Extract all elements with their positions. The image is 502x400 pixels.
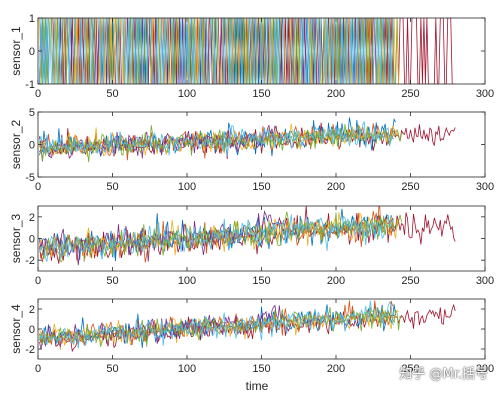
watermark: 知乎 @Mr.括号 bbox=[399, 367, 488, 382]
x-tick-label: 250 bbox=[401, 275, 419, 287]
x-tick-label: 300 bbox=[476, 275, 494, 287]
x-tick-label: 250 bbox=[401, 88, 419, 100]
x-tick-label: 100 bbox=[178, 363, 196, 375]
y-tick-label: -5 bbox=[25, 172, 35, 184]
y-axis-label: sensor_1 bbox=[9, 26, 23, 76]
y-tick-label: 2 bbox=[29, 304, 35, 316]
x-tick-label: 50 bbox=[106, 363, 118, 375]
series-line-6 bbox=[39, 121, 395, 157]
x-tick-label: 150 bbox=[252, 275, 270, 287]
y-tick-label: -1 bbox=[25, 79, 35, 91]
series-line-4 bbox=[39, 124, 285, 160]
series-line-6 bbox=[39, 214, 395, 262]
x-tick-label: 50 bbox=[106, 88, 118, 100]
x-tick-label: 300 bbox=[476, 88, 494, 100]
y-tick-label: 5 bbox=[29, 107, 35, 119]
series-line-3 bbox=[39, 18, 399, 84]
x-tick-label: 100 bbox=[178, 275, 196, 287]
y-axis-label: sensor_3 bbox=[9, 213, 23, 263]
y-axis-label: sensor_4 bbox=[9, 304, 23, 354]
y-tick-label: 1 bbox=[29, 13, 35, 25]
x-tick-label: 250 bbox=[401, 363, 419, 375]
x-tick-label: 300 bbox=[476, 363, 494, 375]
x-tick-label: 200 bbox=[327, 88, 345, 100]
x-tick-label: 150 bbox=[252, 181, 270, 193]
y-axis-label: sensor_2 bbox=[9, 119, 23, 169]
x-tick-label: 100 bbox=[178, 181, 196, 193]
y-tick-label: -2 bbox=[25, 344, 35, 356]
x-tick-label: 0 bbox=[35, 275, 41, 287]
x-tick-label: 0 bbox=[35, 88, 41, 100]
x-tick-label: 150 bbox=[252, 88, 270, 100]
x-tick-label: 200 bbox=[327, 275, 345, 287]
x-tick-label: 300 bbox=[476, 181, 494, 193]
y-tick-label: 0 bbox=[29, 234, 35, 246]
y-tick-label: 0 bbox=[29, 46, 35, 58]
x-tick-label: 0 bbox=[35, 181, 41, 193]
series-line-6 bbox=[39, 300, 395, 349]
y-tick-label: -2 bbox=[25, 255, 35, 267]
x-tick-label: 100 bbox=[178, 88, 196, 100]
x-tick-label: 50 bbox=[106, 275, 118, 287]
x-tick-label: 50 bbox=[106, 181, 118, 193]
y-tick-label: 0 bbox=[29, 324, 35, 336]
x-tick-label: 0 bbox=[35, 363, 41, 375]
series-line-5 bbox=[39, 211, 402, 263]
y-tick-label: 2 bbox=[29, 212, 35, 224]
x-tick-label: 200 bbox=[327, 363, 345, 375]
x-tick-label: 250 bbox=[401, 181, 419, 193]
series-line-4 bbox=[39, 304, 285, 350]
y-tick-label: 0 bbox=[29, 140, 35, 152]
x-axis-label: time bbox=[246, 379, 269, 393]
x-tick-label: 200 bbox=[327, 181, 345, 193]
x-tick-label: 150 bbox=[252, 363, 270, 375]
